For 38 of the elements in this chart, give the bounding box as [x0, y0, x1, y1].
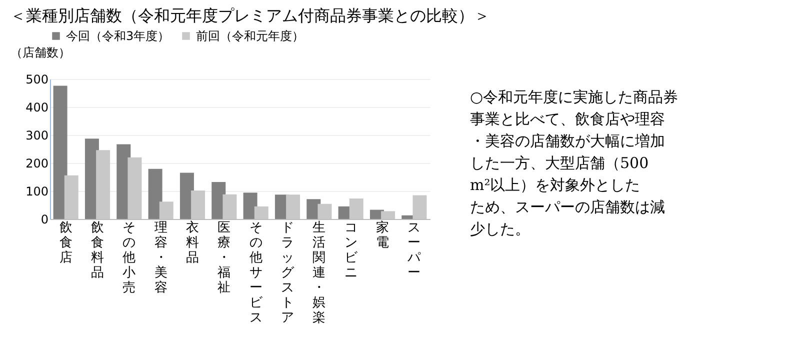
legend-label: 前回（令和元年度）	[196, 29, 304, 43]
bar	[243, 192, 258, 219]
x-tick-label: その他小売	[122, 220, 136, 296]
y-tick-label: 100	[26, 184, 48, 198]
bar	[349, 198, 364, 219]
bar	[96, 150, 110, 219]
bar	[191, 190, 206, 219]
y-tick-label: 300	[26, 128, 48, 142]
x-tick-label: コンビニ	[344, 220, 358, 280]
bar	[159, 202, 174, 219]
x-tick-label: 衣料品	[186, 220, 199, 266]
text: ○令和元年度に実施した商品券事業と比べて、飲食店や理容・美容の店舗数が大幅に増加した一方、大型店舗（500 m²以上）を対象外としたため、スーパーの店舗数は減少した。	[470, 88, 678, 238]
bar	[148, 168, 162, 219]
x-tick-label: 家電	[376, 220, 389, 250]
bar	[318, 204, 332, 219]
legend-label: 今回（令和3年度）	[66, 29, 170, 43]
x-tick-label: ドラッグストア	[281, 220, 295, 326]
x-tick-label: 医療・福祉	[218, 220, 231, 296]
y-tick-label: 400	[26, 100, 48, 114]
bar	[286, 194, 300, 219]
bar	[254, 206, 268, 219]
chart-title: ＜業種別店舗数（令和元年度プレミアム付商品券事業との比較）＞	[10, 6, 490, 25]
bar	[381, 211, 396, 219]
x-tick-label: スーパー	[406, 220, 422, 280]
x-tick-label: その他サービス	[249, 220, 264, 326]
x-tick-label: 生活関連・娯楽	[312, 220, 326, 326]
y-axis-title: （店舗数）	[10, 46, 70, 60]
bar	[128, 157, 142, 219]
y-tick-label: 0	[40, 212, 48, 226]
x-tick-label: 飲食店	[59, 220, 72, 266]
bar	[412, 195, 427, 219]
y-tick-label: 500	[26, 72, 48, 86]
bar	[64, 175, 78, 219]
y-tick-label: 200	[26, 156, 48, 170]
x-tick-label: 飲食料品	[91, 220, 104, 280]
x-tick-label: 理容・美容	[154, 220, 168, 296]
bar	[222, 194, 237, 219]
bar	[53, 86, 68, 219]
